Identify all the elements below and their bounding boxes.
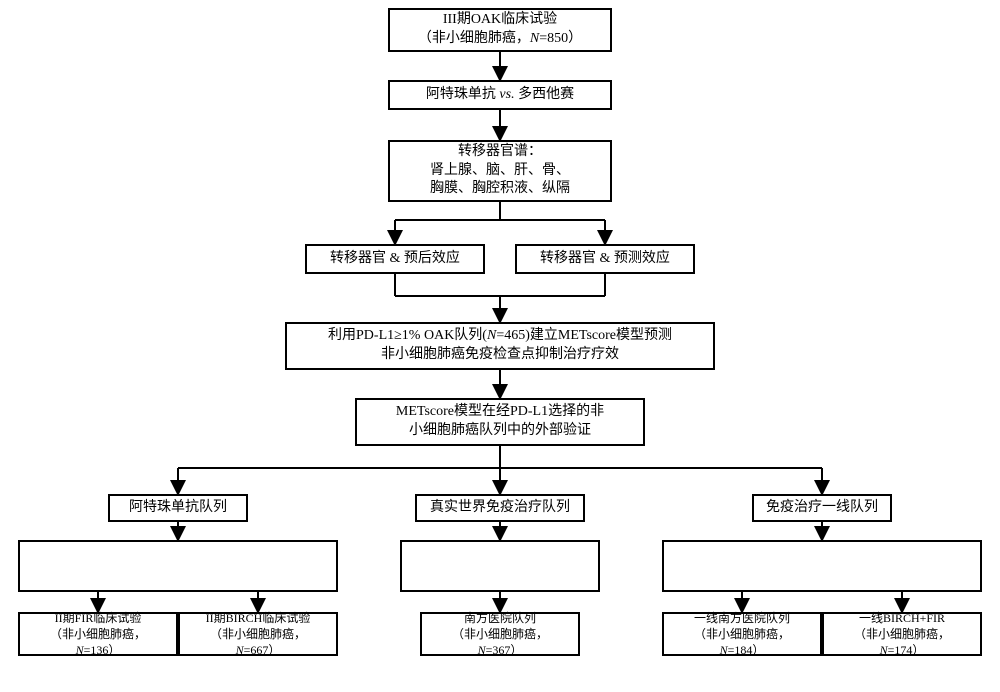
text: 转移器官 & 预后效应 [330, 250, 460, 269]
text: 肾上腺、脑、肝、骨、 [430, 162, 570, 181]
text: III期OAK临床试验 [443, 11, 557, 30]
node-b5: 利用PD-L1≥1% OAK队列(N=465)建立METscore模型预测 非小… [285, 322, 715, 370]
text: 转移器官 & 预测效应 [540, 250, 670, 269]
group1-outer [18, 540, 338, 592]
node-b1: III期OAK临床试验 （非小细胞肺癌，N=850） [388, 8, 612, 52]
node-g2a: 南方医院队列 （非小细胞肺癌，N=367） [420, 612, 580, 656]
group2-title: 真实世界免疫治疗队列 [415, 494, 585, 522]
text: II期BIRCH临床试验 [206, 610, 311, 626]
text: 转移器官谱： [458, 143, 542, 162]
node-b3: 转移器官谱： 肾上腺、脑、肝、骨、 胸膜、胸腔积液、纵隔 [388, 140, 612, 202]
text: II期FIR临床试验 [55, 610, 142, 626]
text: （非小细胞肺癌，N=367） [430, 626, 570, 658]
text: 非小细胞肺癌免疫检查点抑制治疗疗效 [381, 346, 619, 365]
text: 一线BIRCH+FIR [859, 610, 945, 626]
text: 南方医院队列 [464, 610, 536, 626]
group1-title: 阿特珠单抗队列 [108, 494, 248, 522]
group3-title: 免疫治疗一线队列 [752, 494, 892, 522]
group3-outer [662, 540, 982, 592]
text: 真实世界免疫治疗队列 [430, 499, 570, 518]
text: （非小细胞肺癌，N=184） [672, 626, 812, 658]
text: METscore模型在经PD-L1选择的非 [396, 403, 604, 422]
text: （非小细胞肺癌，N=136） [28, 626, 168, 658]
text: 一线南方医院队列 [694, 610, 790, 626]
text: 胸膜、胸腔积液、纵隔 [430, 180, 570, 199]
node-g1b: II期BIRCH临床试验 （非小细胞肺癌，N=667） [178, 612, 338, 656]
node-b4b: 转移器官 & 预测效应 [515, 244, 695, 274]
node-g3a: 一线南方医院队列 （非小细胞肺癌，N=184） [662, 612, 822, 656]
group2-outer [400, 540, 600, 592]
text: 免疫治疗一线队列 [766, 499, 878, 518]
text: （非小细胞肺癌，N=850） [418, 30, 582, 49]
node-b4a: 转移器官 & 预后效应 [305, 244, 485, 274]
text: 阿特珠单抗队列 [129, 499, 227, 518]
node-g3b: 一线BIRCH+FIR （非小细胞肺癌，N=174） [822, 612, 982, 656]
node-b6: METscore模型在经PD-L1选择的非 小细胞肺癌队列中的外部验证 [355, 398, 645, 446]
text: （非小细胞肺癌，N=667） [188, 626, 328, 658]
node-b2: 阿特珠单抗 vs. 多西他赛 [388, 80, 612, 110]
text: 小细胞肺癌队列中的外部验证 [409, 422, 591, 441]
text: 阿特珠单抗 vs. 多西他赛 [426, 86, 574, 105]
node-g1a: II期FIR临床试验 （非小细胞肺癌，N=136） [18, 612, 178, 656]
text: （非小细胞肺癌，N=174） [832, 626, 972, 658]
text: 利用PD-L1≥1% OAK队列(N=465)建立METscore模型预测 [328, 327, 672, 346]
